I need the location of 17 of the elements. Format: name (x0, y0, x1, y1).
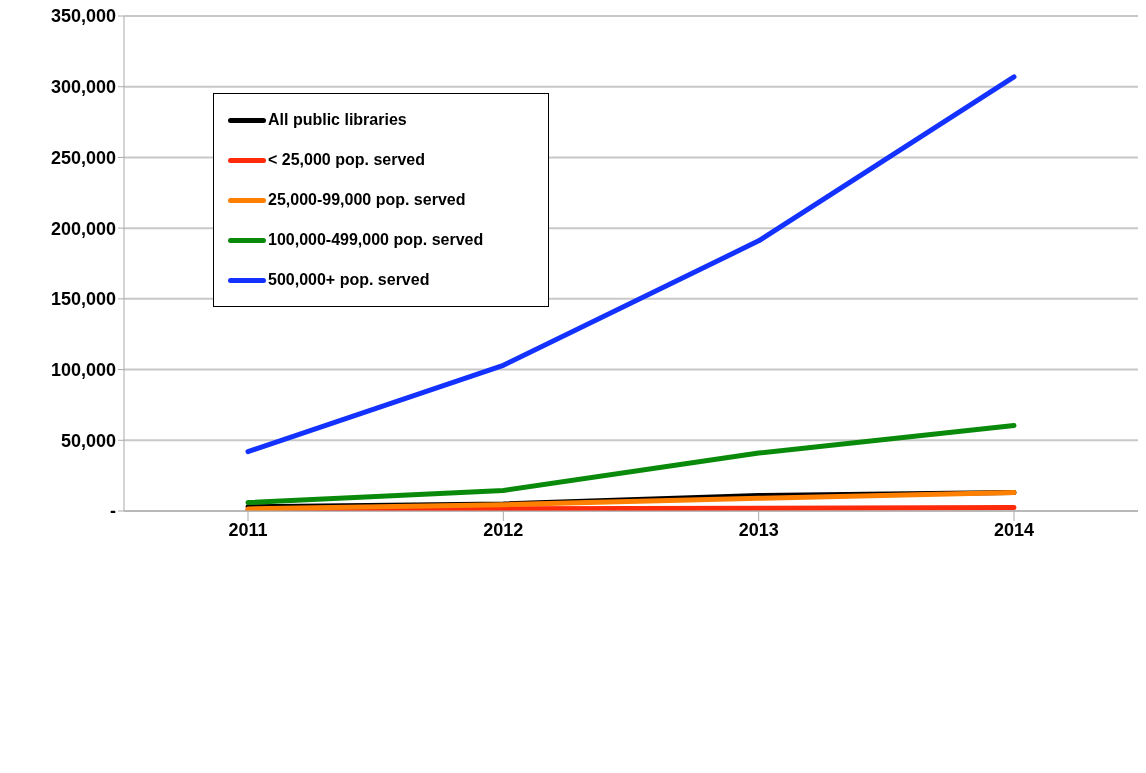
x-tick-label: 2013 (738, 519, 779, 540)
y-tick-label: 50,000 (60, 430, 116, 451)
legend-label: 100,000-499,000 pop. served (268, 231, 484, 249)
y-tick-label: 150,000 (50, 289, 116, 310)
legend-label: < 25,000 pop. served (268, 151, 425, 169)
x-tick-label: 2012 (483, 519, 524, 540)
x-tick-label: 2014 (993, 519, 1035, 540)
y-tick-label: - (110, 501, 116, 522)
y-tick-label: 100,000 (50, 359, 116, 380)
y-tick-label: 250,000 (50, 147, 116, 168)
legend-label: All public libraries (268, 111, 407, 129)
legend-label: 25,000-99,000 pop. served (268, 191, 466, 209)
legend-label: 500,000+ pop. served (268, 271, 430, 289)
x-tick-label: 2011 (228, 519, 268, 540)
y-tick-label: 300,000 (50, 77, 116, 98)
y-tick-label: 200,000 (50, 218, 116, 239)
y-tick-label: 350,000 (50, 6, 116, 27)
